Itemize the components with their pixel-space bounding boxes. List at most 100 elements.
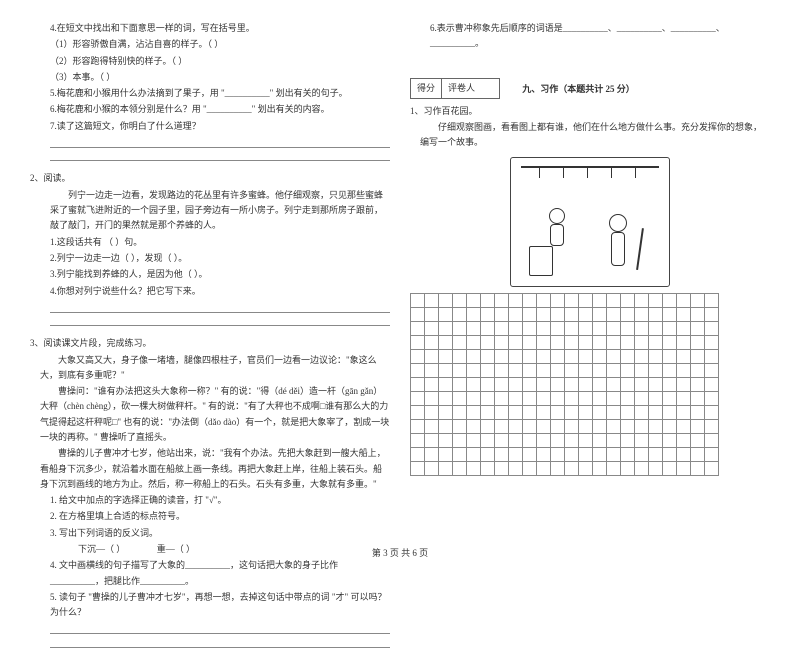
writing-cell (523, 419, 537, 433)
q5: 5.梅花鹿和小猴用什么办法摘到了果子，用 "__________" 划出有关的句… (50, 86, 390, 101)
writing-cell (523, 363, 537, 377)
writing-cell (453, 335, 467, 349)
writing-cell (579, 377, 593, 391)
writing-cell (649, 461, 663, 475)
writing-cell (495, 461, 509, 475)
writing-cell (537, 363, 551, 377)
writing-cell (635, 321, 649, 335)
writing-cell (453, 293, 467, 307)
writing-cell (635, 307, 649, 321)
writing-cell (467, 391, 481, 405)
writing-cell (607, 419, 621, 433)
writing-cell (649, 349, 663, 363)
writing-cell (635, 377, 649, 391)
writing-cell (691, 433, 705, 447)
writing-cell (523, 335, 537, 349)
writing-cell (509, 363, 523, 377)
writing-cell (621, 447, 635, 461)
writing-cell (621, 405, 635, 419)
writing-cell (509, 447, 523, 461)
writing-cell (453, 419, 467, 433)
writing-cell (635, 447, 649, 461)
writing-cell (495, 419, 509, 433)
writing-cell (551, 377, 565, 391)
writing-cell (621, 307, 635, 321)
writing-cell (607, 307, 621, 321)
score-section: 得分 评卷人 九、习作（本题共计 25 分） (410, 72, 770, 103)
writing-cell (453, 405, 467, 419)
writing-cell (691, 377, 705, 391)
writing-cell (495, 363, 509, 377)
writing-cell (551, 349, 565, 363)
writing-cell (635, 405, 649, 419)
writing-cell (705, 321, 719, 335)
writing-cell (509, 349, 523, 363)
writing-grid (410, 293, 719, 476)
writing-cell (439, 405, 453, 419)
writing-cell (509, 377, 523, 391)
writing-cell (621, 377, 635, 391)
left-column: 4.在短文中找出和下面意思一样的词，写在括号里。 （1）形容骄傲自满，沾沾自喜的… (30, 20, 390, 555)
writing-cell (481, 377, 495, 391)
writing-cell (439, 363, 453, 377)
writing-num: 1、习作百花园。 (410, 104, 770, 119)
reading2-passage: 列宁一边走一边看，发现路边的花丛里有许多蜜蜂。他仔细观察，只见那些蜜蜂采了蜜就飞… (50, 188, 390, 234)
writing-cell (481, 391, 495, 405)
answer-line (50, 315, 390, 327)
writing-cell (411, 447, 425, 461)
writing-cell (593, 321, 607, 335)
writing-cell (663, 321, 677, 335)
col2-q6: 6.表示曹冲称象先后顺序的词语是__________、__________、__… (430, 21, 770, 52)
writing-cell (649, 307, 663, 321)
writing-cell (691, 405, 705, 419)
writing-cell (705, 433, 719, 447)
writing-cell (691, 349, 705, 363)
reading3-num: 3、阅读课文片段，完成练习。 (30, 336, 390, 351)
writing-cell (677, 293, 691, 307)
q4-head: 4.在短文中找出和下面意思一样的词，写在括号里。 (50, 21, 390, 36)
writing-cell (481, 349, 495, 363)
writing-cell (593, 349, 607, 363)
writing-cell (411, 391, 425, 405)
writing-cell (551, 447, 565, 461)
writing-cell (425, 433, 439, 447)
reading3-sq4: 4. 文中画横线的句子描写了大象的__________，这句话把大象的身子比作_… (50, 558, 390, 589)
writing-cell (425, 363, 439, 377)
writing-cell (691, 293, 705, 307)
writing-cell (425, 419, 439, 433)
writing-cell (663, 349, 677, 363)
writing-cell (705, 293, 719, 307)
writing-cell (663, 363, 677, 377)
writing-cell (691, 335, 705, 349)
writing-cell (565, 307, 579, 321)
writing-cell (621, 433, 635, 447)
writing-cell (621, 461, 635, 475)
writing-cell (411, 419, 425, 433)
writing-cell (495, 307, 509, 321)
writing-cell (705, 419, 719, 433)
writing-cell (537, 293, 551, 307)
q4-item3: （3）本事。（ ） (50, 70, 390, 85)
writing-cell (607, 447, 621, 461)
writing-cell (425, 391, 439, 405)
page-footer: 第 3 页 共 6 页 (0, 546, 800, 561)
reading3-p1: 大象又高又大，身子像一堵墙，腿像四根柱子，官员们一边看一边议论："象这么大，到底… (40, 353, 390, 384)
writing-cell (523, 307, 537, 321)
writing-cell (537, 433, 551, 447)
writing-cell (439, 293, 453, 307)
writing-cell (593, 377, 607, 391)
writing-cell (467, 433, 481, 447)
writing-cell (677, 321, 691, 335)
writing-cell (425, 405, 439, 419)
writing-cell (481, 461, 495, 475)
writing-cell (467, 321, 481, 335)
writing-cell (467, 335, 481, 349)
writing-cell (551, 307, 565, 321)
answer-line (50, 136, 390, 148)
writing-cell (495, 335, 509, 349)
writing-cell (467, 405, 481, 419)
writing-cell (523, 433, 537, 447)
writing-cell (649, 321, 663, 335)
writing-cell (565, 335, 579, 349)
writing-cell (663, 405, 677, 419)
